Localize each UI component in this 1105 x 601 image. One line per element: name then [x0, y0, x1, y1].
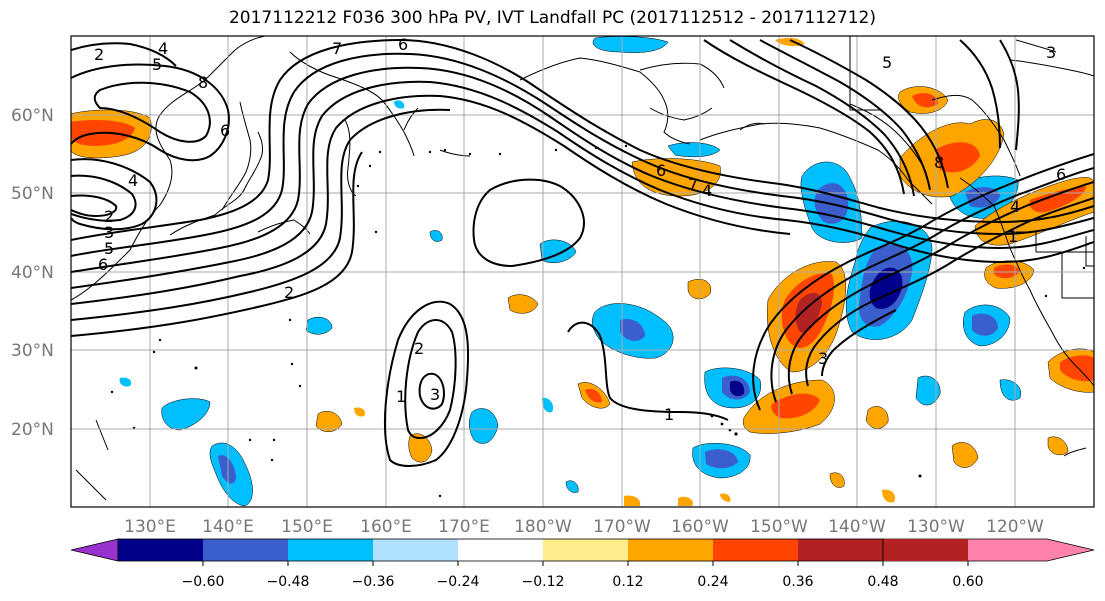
contour-label: 2 — [414, 339, 424, 358]
colorbar-tick-label: −0.48 — [267, 574, 310, 590]
contour-label: 5 — [152, 55, 162, 74]
contour-label: 2 — [94, 45, 104, 64]
contour-label: 6 — [98, 255, 108, 274]
map-title: 2017112212 F036 300 hPa PV, IVT Landfall… — [228, 8, 876, 28]
colorbar-swatch — [543, 539, 628, 561]
colorbar-tick-label: −0.12 — [522, 574, 565, 590]
contour-label: 7 — [688, 175, 698, 194]
lon-label: 150°E — [281, 517, 333, 537]
colorbar-swatch — [798, 539, 883, 561]
contour-label: 3 — [818, 349, 828, 368]
map-panel: 2 5 4 8 6 4 2 3 5 6 2 7 6 6 7 4 5 8 3 6 … — [71, 35, 1094, 507]
contour-label: 1 — [396, 387, 406, 406]
colorbar-swatch — [118, 539, 203, 561]
lat-label: 30°N — [11, 341, 54, 361]
colorbar-extend-low — [70, 538, 119, 562]
coastlines — [71, 36, 1094, 501]
colorbar-tick-label: 0.60 — [952, 574, 983, 590]
lon-label: 130°W — [907, 517, 965, 537]
contour-label: 6 — [398, 35, 408, 54]
colorbar-swatch — [628, 539, 713, 561]
lat-label: 60°N — [11, 106, 54, 126]
positive-anomaly-regions — [71, 37, 1094, 506]
contour-label: 2 — [284, 283, 294, 302]
colorbar-swatch — [203, 539, 288, 561]
latitude-labels: 60°N 50°N 40°N 30°N 20°N — [11, 106, 54, 440]
lon-label: 160°E — [360, 517, 412, 537]
contour-label: 7 — [332, 39, 342, 58]
islands — [110, 144, 1086, 498]
contour-label: 4 — [158, 39, 168, 58]
colorbar-swatch — [883, 539, 968, 561]
contour-label: 3 — [104, 223, 114, 242]
colorbar-swatch — [458, 539, 543, 561]
colorbar-tick-label: 0.12 — [612, 574, 643, 590]
colorbar-tick-label: 0.48 — [867, 574, 898, 590]
longitude-labels: 130°E 140°E 150°E 160°E 170°E 180°W 170°… — [124, 517, 1044, 537]
contour-label: 6 — [220, 121, 230, 140]
colorbar-tick-label: −0.60 — [182, 574, 225, 590]
contour-labels: 2 5 4 8 6 4 2 3 5 6 2 7 6 6 7 4 5 8 3 6 … — [94, 35, 1066, 424]
colorbar-tick-label: −0.24 — [437, 574, 480, 590]
colorbar: −0.60 −0.48 −0.36 −0.24 −0.12 0.12 0.24 … — [70, 538, 1095, 590]
colorbar-tick-label: −0.36 — [352, 574, 395, 590]
contour-label: 8 — [198, 73, 208, 92]
colorbar-tick-label: 0.36 — [782, 574, 813, 590]
contour-label: 2 — [104, 207, 114, 226]
contour-label: 3 — [1046, 43, 1056, 62]
lon-label: 170°W — [593, 517, 651, 537]
lon-label: 140°E — [202, 517, 254, 537]
colorbar-swatch — [373, 539, 458, 561]
contour-label: 4 — [128, 171, 138, 190]
lat-label: 40°N — [11, 263, 54, 283]
lon-label: 180°W — [514, 517, 572, 537]
lon-label: 160°W — [671, 517, 729, 537]
lon-label: 170°E — [438, 517, 490, 537]
colorbar-frame — [117, 538, 884, 562]
lon-label: 140°W — [828, 517, 886, 537]
colorbar-ticks — [202, 561, 969, 566]
colorbar-swatch — [713, 539, 798, 561]
contour-label: 5 — [882, 53, 892, 72]
contour-label: 1 — [1008, 227, 1018, 246]
contour-label: 3 — [430, 385, 440, 404]
contour-label: 6 — [1056, 165, 1066, 184]
colorbar-tick-label: 0.24 — [697, 574, 728, 590]
map-frame — [70, 35, 1095, 508]
gridlines — [71, 36, 1094, 507]
colorbar-swatch — [288, 539, 373, 561]
contour-label: 4 — [702, 181, 712, 200]
contour-label: 5 — [104, 239, 114, 258]
lat-label: 20°N — [11, 420, 54, 440]
lat-label: 50°N — [11, 184, 54, 204]
lon-label: 130°E — [124, 517, 176, 537]
lon-label: 150°W — [750, 517, 808, 537]
contour-label: 4 — [1010, 197, 1020, 216]
pv-contours — [71, 38, 1094, 467]
contour-label: 1 — [664, 405, 674, 424]
contour-label: 8 — [934, 153, 944, 172]
lon-label: 120°W — [986, 517, 1044, 537]
contour-label: 6 — [656, 161, 666, 180]
